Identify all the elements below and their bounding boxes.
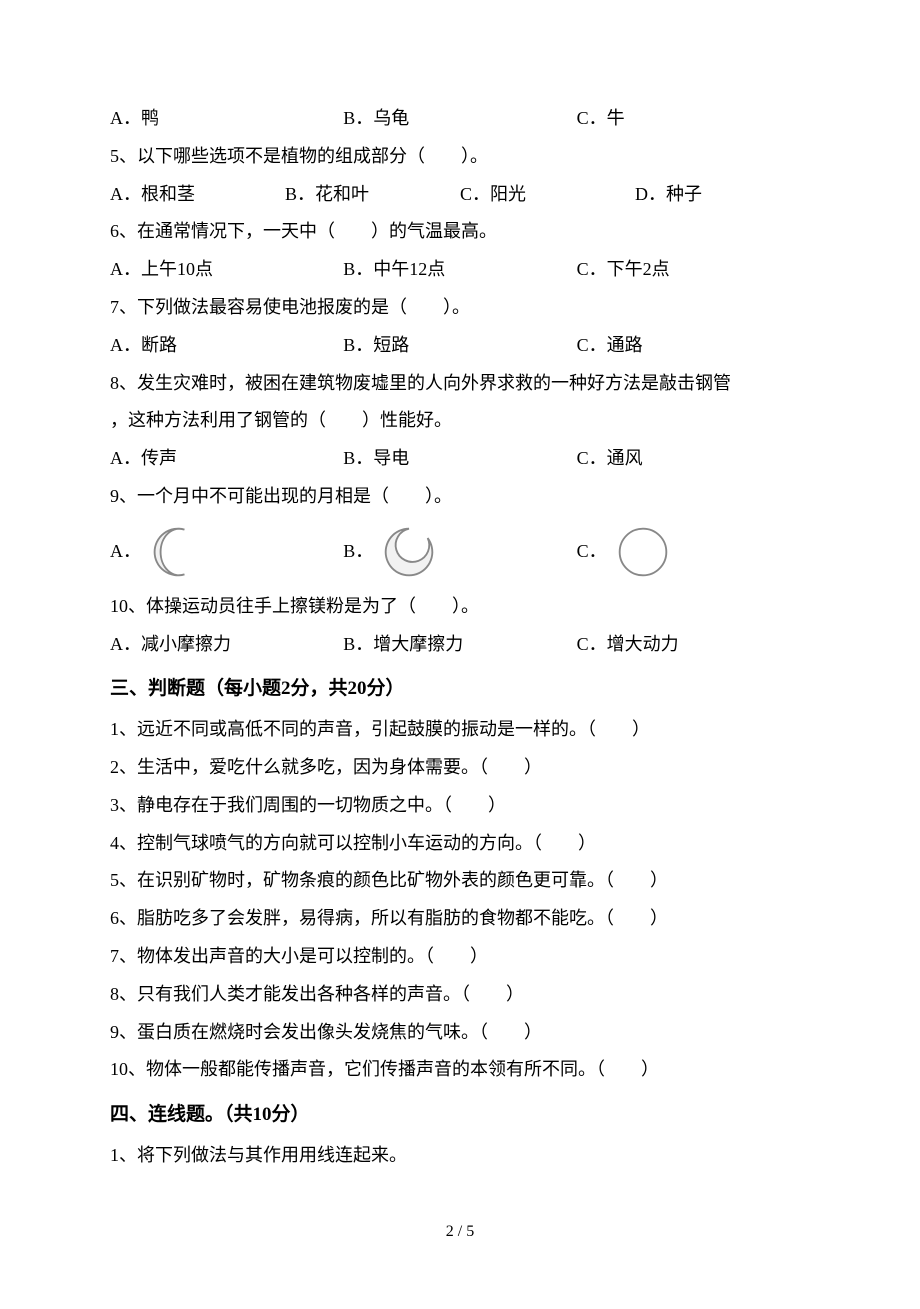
section3-item-4: 4、控制气球喷气的方向就可以控制小车运动的方向。（ ） (110, 825, 810, 863)
section3-item-9: 9、蛋白质在燃烧时会发出像头发烧焦的气味。（ ） (110, 1014, 810, 1052)
q5-text: 5、以下哪些选项不是植物的组成部分（ ）。 (110, 138, 810, 176)
q9-option-a-label: A． (110, 533, 141, 571)
q10-option-a: A．减小摩擦力 (110, 626, 343, 664)
q7-option-b: B．短路 (343, 327, 576, 365)
q9-text: 9、一个月中不可能出现的月相是（ ）。 (110, 478, 810, 516)
section3-item-1: 1、远近不同或高低不同的声音，引起鼓膜的振动是一样的。（ ） (110, 711, 810, 749)
q6-option-b: B．中午12点 (343, 251, 576, 289)
q7-option-a: A．断路 (110, 327, 343, 365)
section3-item-3: 3、静电存在于我们周围的一切物质之中。（ ） (110, 787, 810, 825)
q7-option-c: C．通路 (577, 327, 810, 365)
section4-q1: 1、将下列做法与其作用用线连起来。 (110, 1137, 810, 1175)
q8-option-b: B．导电 (343, 440, 576, 478)
q9-option-b-wrap: B． (343, 524, 576, 580)
q7-text: 7、下列做法最容易使电池报废的是（ ）。 (110, 289, 810, 327)
q7-options-row: A．断路 B．短路 C．通路 (110, 327, 810, 365)
q9-moon-row: A． B． C． (110, 524, 810, 580)
q5-option-c: C．阳光 (460, 176, 635, 214)
q6-option-c: C．下午2点 (577, 251, 810, 289)
section3-item-7: 7、物体发出声音的大小是可以控制的。（ ） (110, 938, 810, 976)
q9-option-c-label: C． (577, 533, 607, 571)
q10-options-row: A．减小摩擦力 B．增大摩擦力 C．增大动力 (110, 626, 810, 664)
q6-options-row: A．上午10点 B．中午12点 C．下午2点 (110, 251, 810, 289)
q9-option-b-label: B． (343, 533, 373, 571)
full-moon-icon (615, 524, 671, 580)
q5-option-d: D．种子 (635, 176, 810, 214)
q9-option-a-wrap: A． (110, 524, 343, 580)
q8-line2: ，这种方法利用了钢管的（ ）性能好。 (110, 402, 810, 440)
section3-item-8: 8、只有我们人类才能发出各种各样的声音。（ ） (110, 976, 810, 1014)
section3-item-5: 5、在识别矿物时，矿物条痕的颜色比矿物外表的颜色更可靠。（ ） (110, 862, 810, 900)
q8-line1: 8、发生灾难时，被困在建筑物废墟里的人向外界求救的一种好方法是敲击钢管 (110, 365, 810, 403)
q9-option-c-wrap: C． (577, 524, 810, 580)
q10-option-c: C．增大动力 (577, 626, 810, 664)
section3-item-2: 2、生活中，爱吃什么就多吃，因为身体需要。（ ） (110, 749, 810, 787)
section3-item-10: 10、物体一般都能传播声音，它们传播声音的本领有所不同。（ ） (110, 1051, 810, 1089)
q4-options-row: A．鸭 B．乌龟 C．牛 (110, 100, 810, 138)
section3-item-6: 6、脂肪吃多了会发胖，易得病，所以有脂肪的食物都不能吃。（ ） (110, 900, 810, 938)
q4-option-b: B．乌龟 (343, 100, 576, 138)
q5-options-row: A．根和茎 B．花和叶 C．阳光 D．种子 (110, 176, 810, 214)
q8-option-c: C．通风 (577, 440, 810, 478)
q6-option-a: A．上午10点 (110, 251, 343, 289)
q8-options-row: A．传声 B．导电 C．通风 (110, 440, 810, 478)
q5-option-b: B．花和叶 (285, 176, 460, 214)
q10-text: 10、体操运动员往手上擦镁粉是为了（ ）。 (110, 588, 810, 626)
q4-option-a: A．鸭 (110, 100, 343, 138)
q10-option-b: B．增大摩擦力 (343, 626, 576, 664)
page-number: 2 / 5 (110, 1215, 810, 1249)
q8-option-a: A．传声 (110, 440, 343, 478)
section4-heading: 四、连线题。（共10分） (110, 1095, 810, 1135)
q5-option-a: A．根和茎 (110, 176, 285, 214)
gibbous-moon-icon (381, 524, 437, 580)
crescent-moon-icon (149, 524, 205, 580)
section3-heading: 三、判断题（每小题2分，共20分） (110, 669, 810, 709)
q4-option-c: C．牛 (577, 100, 810, 138)
q6-text: 6、在通常情况下，一天中（ ）的气温最高。 (110, 213, 810, 251)
